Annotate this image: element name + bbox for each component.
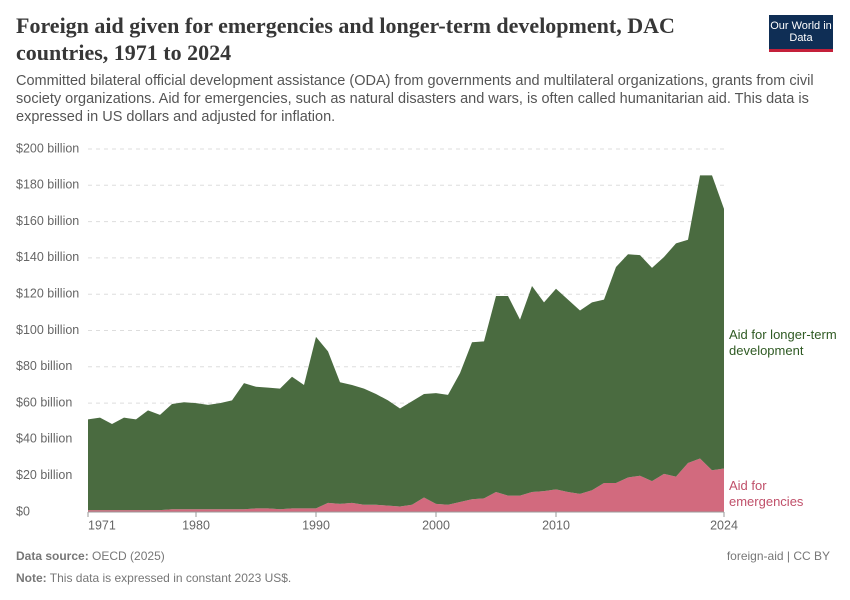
y-tick-label: $0 (16, 504, 30, 518)
series-label: Aid for longer-term development (729, 326, 837, 358)
chart-title: Foreign aid given for emergencies and lo… (16, 13, 675, 65)
logo[interactable]: Our World in Data (769, 15, 833, 52)
x-tick-label: 2000 (422, 518, 450, 532)
chart-subtitle: Committed bilateral official development… (16, 73, 814, 125)
y-tick-label: $60 billion (16, 395, 72, 409)
y-tick-label: $40 billion (16, 432, 72, 446)
x-tick-label: 1980 (182, 518, 210, 532)
source: Data source: OECD (2025) (16, 549, 165, 563)
source-key: Data source: (16, 549, 89, 563)
x-tick-label: 1971 (88, 518, 116, 532)
license: foreign-aid | CC BY (726, 549, 830, 563)
area (88, 175, 724, 511)
y-tick-label: $180 billion (16, 178, 79, 192)
y-tick-label: $140 billion (16, 250, 79, 264)
note-text: This data is expressed in constant 2023 … (49, 571, 292, 585)
y-tick-label: $200 billion (16, 141, 79, 155)
source-text: OECD (2025) (92, 549, 165, 563)
y-tick-label: $120 billion (16, 286, 79, 300)
y-tick-label: $20 billion (16, 468, 72, 482)
y-tick-label: $160 billion (16, 214, 79, 228)
x-tick-label: 2024 (710, 518, 738, 532)
area (88, 458, 724, 512)
y-tick-label: $80 billion (16, 359, 72, 373)
series-label: Aid for emergencies (729, 478, 804, 510)
note-key: Note: (16, 571, 47, 585)
y-tick-label: $100 billion (16, 323, 79, 337)
x-tick-label: 1990 (302, 518, 330, 532)
x-tick-label: 2010 (542, 518, 570, 532)
note: Note: This data is expressed in constant… (16, 571, 291, 585)
